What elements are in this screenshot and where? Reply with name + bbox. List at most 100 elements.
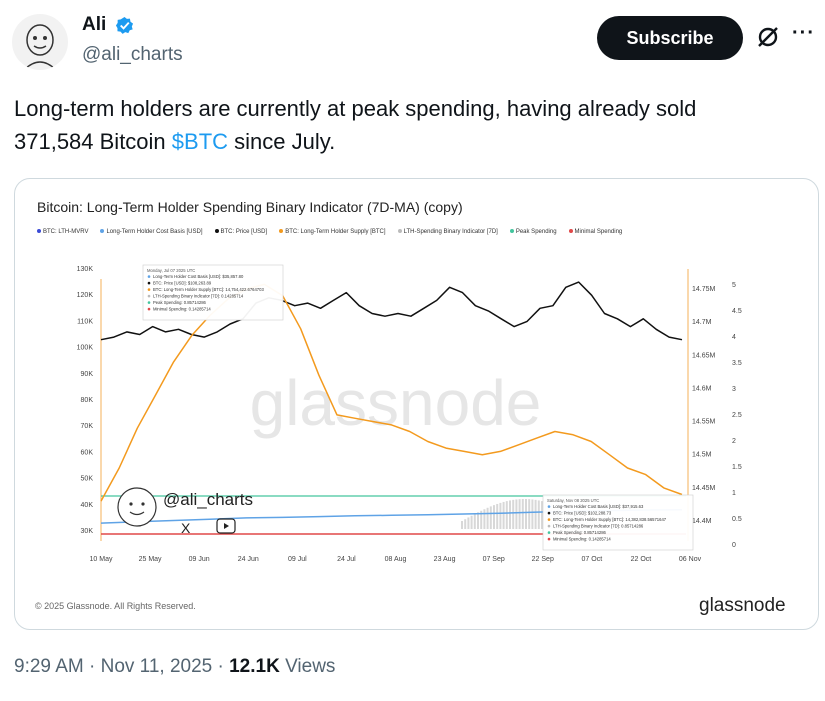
y-right-indicator-tick-label: 2 <box>732 438 736 445</box>
youtube-play-icon <box>224 523 229 529</box>
legend-swatch <box>279 229 284 234</box>
x-tick-label: 10 May <box>90 556 113 563</box>
indicator-bar <box>477 512 479 529</box>
more-options-icon[interactable]: ··· <box>792 22 815 44</box>
tooltip-line: BTC: Price [USD]: $108,263.89 <box>153 281 212 286</box>
tooltip-swatch <box>147 281 151 285</box>
y-left-tick-label: 120K <box>77 292 94 299</box>
x-logo-icon: X <box>181 520 191 536</box>
x-tick-label: 24 Jun <box>238 556 259 563</box>
y-left-tick-label: 50K <box>81 476 94 483</box>
indicator-bar <box>531 499 534 529</box>
tweet-line-1: Long-term holders are currently at peak … <box>14 96 697 121</box>
tooltip-swatch <box>147 275 151 278</box>
avatar[interactable] <box>12 14 68 70</box>
tooltip-line: Long-Term Holder Cost Basis [USD]: $35,8… <box>153 274 244 279</box>
y-left-tick-label: 110K <box>77 318 93 325</box>
indicator-bar <box>473 514 476 529</box>
legend-swatch <box>214 229 219 234</box>
legend-item[interactable]: Long-Term Holder Cost Basis [USD] <box>100 229 203 235</box>
indicator-bar <box>470 515 473 529</box>
y-right-indicator-tick-label: 1 <box>732 490 736 497</box>
tweet-timestamp[interactable]: 9:29 AM · Nov 11, 2025 · 12.1K Views <box>14 656 335 678</box>
tooltip-line: LTH-Spending Binary Indicator [7D]: 0.14… <box>153 294 244 299</box>
tooltip-swatch <box>547 524 551 528</box>
y-right-supply-tick-label: 14.4M <box>692 518 712 525</box>
tooltip-box <box>542 494 694 551</box>
tooltip-date: Monday, Jul 07 2025 UTC <box>147 268 195 273</box>
indicator-bar <box>525 499 527 529</box>
x-tick-label: 06 Nov <box>679 556 702 563</box>
youtube-icon <box>216 518 236 534</box>
chart-image-card[interactable]: Bitcoin: Long-Term Holder Spending Binar… <box>14 178 819 630</box>
tweet-line-2-end: since July. <box>228 129 336 154</box>
overlay-handle-text: @ali_charts <box>163 490 253 509</box>
overlay-avatar-mouth <box>129 511 145 516</box>
legend-item[interactable]: BTC: Long-Term Holder Supply [BTC] <box>279 229 386 235</box>
overlay-avatar-icon <box>117 487 157 527</box>
tooltip-line: Minimal Spending: 0.14285714 <box>153 307 211 312</box>
legend-swatch <box>568 229 573 234</box>
indicator-bar <box>467 517 470 529</box>
chart-legend: BTC: LTH-MVRV Long-Term Holder Cost Basis… <box>37 229 634 235</box>
tooltip-line: BTC: Long-Term Holder Supply [BTC]: 14,3… <box>553 517 667 522</box>
indicator-bar <box>502 501 505 529</box>
y-left-tick-label: 40K <box>81 502 94 509</box>
verified-badge-icon[interactable] <box>115 16 134 35</box>
indicator-bar <box>489 506 492 529</box>
x-tick-label: 09 Jul <box>288 556 307 563</box>
copyright-text: © 2025 Glassnode. All Rights Reserved. <box>35 601 196 611</box>
y-right-supply-tick-label: 14.6M <box>692 385 712 392</box>
chart-title: Bitcoin: Long-Term Holder Spending Binar… <box>37 199 463 215</box>
views-label: Views <box>279 656 336 677</box>
legend-item[interactable]: Minimal Spending <box>568 229 622 235</box>
author-name[interactable]: Ali <box>82 14 107 35</box>
x-tick-label: 09 Jun <box>189 556 210 563</box>
cashtag-link[interactable]: $BTC <box>171 129 229 154</box>
y-left-tick-label: 100K <box>77 345 94 352</box>
tooltip-line: Long-Term Holder Cost Basis [USD]: $37,9… <box>553 504 644 509</box>
legend-item[interactable]: BTC: LTH-MVRV <box>37 229 88 235</box>
tooltip-swatch <box>547 537 551 541</box>
indicator-bar <box>521 499 524 529</box>
legend-item[interactable]: LTH-Spending Binary Indicator [7D] <box>397 229 498 235</box>
tooltip-box <box>142 264 284 321</box>
author-handle[interactable]: @ali_charts <box>82 44 183 65</box>
indicator-bar <box>541 501 543 529</box>
y-left-tick-label: 70K <box>81 423 94 430</box>
y-left-tick-label: 130K <box>77 266 94 273</box>
indicator-bar <box>486 507 489 529</box>
ali-charts-overlay: @ali_charts X <box>117 487 253 536</box>
indicator-bar <box>483 509 486 529</box>
indicator-bar <box>461 521 463 529</box>
indicator-bar <box>537 500 540 529</box>
tweet-text: Long-term holders are currently at peak … <box>14 92 804 158</box>
tooltip-date: Saturday, Nov 08 2025 UTC <box>547 498 599 503</box>
y-right-indicator-tick-label: 2.5 <box>732 412 742 419</box>
tooltip-swatch <box>547 518 551 521</box>
legend-swatch <box>509 229 514 234</box>
indicator-bar <box>534 499 537 529</box>
x-tick-label: 22 Oct <box>631 556 652 563</box>
legend-swatch <box>37 229 41 234</box>
legend-swatch <box>100 229 105 234</box>
x-tick-label: 23 Aug <box>434 556 456 563</box>
indicator-bar <box>515 499 518 529</box>
tweet-line-2-start: 371,584 Bitcoin <box>14 129 172 154</box>
indicator-bar <box>464 519 467 529</box>
grok-icon[interactable] <box>756 25 780 49</box>
views-count: 12.1K <box>229 656 280 677</box>
legend-item[interactable]: Peak Spending <box>509 229 557 235</box>
y-left-tick-label: 30K <box>81 528 94 535</box>
subscribe-button[interactable]: Subscribe <box>597 16 743 60</box>
overlay-avatar-eye <box>141 502 145 506</box>
indicator-bar <box>493 505 495 529</box>
chart-svg: glassnode130K120K110K100K90K80K70K60K50K… <box>77 264 742 563</box>
y-right-indicator-tick-label: 0 <box>732 542 736 549</box>
legend-item[interactable]: BTC: Price [USD] <box>214 229 267 235</box>
indicator-bar <box>480 510 483 529</box>
glassnode-watermark: glassnode <box>250 367 542 439</box>
indicator-bar <box>509 500 511 529</box>
